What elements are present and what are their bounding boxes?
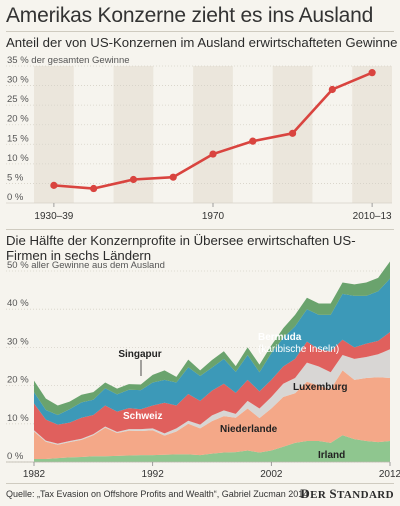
data-point bbox=[209, 150, 217, 158]
y-tick-label: 10 % bbox=[7, 153, 29, 164]
section-divider bbox=[6, 229, 394, 230]
label-bermuda-sub: (karibische Inseln) bbox=[258, 344, 339, 355]
y-tick-label: 40 % bbox=[7, 298, 29, 309]
label-niederlande: Niederlande bbox=[220, 424, 278, 435]
y-tick-label: 20 % bbox=[7, 375, 29, 386]
data-point bbox=[50, 181, 58, 189]
y-tick-label: 20 % bbox=[7, 114, 29, 125]
area-niederlande bbox=[34, 370, 390, 459]
brand-logo: DER STANDARD bbox=[300, 486, 394, 501]
y-tick-label: 30 % bbox=[7, 75, 29, 86]
label-irland: Irland bbox=[318, 450, 345, 461]
x-tick-label: 2010–13 bbox=[353, 211, 392, 222]
data-point bbox=[328, 85, 336, 94]
area-bermuda bbox=[34, 278, 390, 425]
decade-band bbox=[193, 66, 233, 203]
chart1-line-chart: 35 % der gesamten Gewinne 30 % 25 % 20 % 15 … bbox=[6, 55, 392, 222]
label-bermuda: Bermuda bbox=[258, 332, 302, 343]
label-schweiz: Schweiz bbox=[123, 411, 162, 422]
y-tick-label: 15 % bbox=[7, 133, 29, 144]
x-tick-label: 1970 bbox=[202, 211, 225, 222]
y-tick-label: 25 % bbox=[7, 94, 29, 105]
x-tick-label: 2012 bbox=[379, 469, 400, 480]
title-divider bbox=[6, 31, 394, 32]
decade-band bbox=[34, 66, 74, 203]
chart2-area-chart: 50 % aller Gewinne aus dem Ausland 40 % 30… bbox=[6, 260, 400, 480]
data-point bbox=[249, 137, 257, 145]
data-point bbox=[90, 184, 98, 193]
y-tick-label: 0 % bbox=[7, 192, 24, 203]
y-tick-label: 10 % bbox=[7, 413, 29, 424]
decade-band bbox=[352, 66, 392, 203]
y-tick-label: 0 % bbox=[7, 451, 24, 462]
y-tick-label: 35 % der gesamten Gewinne bbox=[7, 55, 130, 66]
area-irland bbox=[34, 435, 390, 462]
x-tick-label: 2002 bbox=[260, 469, 283, 480]
y-tick-label: 50 % aller Gewinne aus dem Ausland bbox=[7, 260, 165, 271]
area-luxemburg bbox=[34, 349, 390, 445]
x-tick-label: 1930–39 bbox=[34, 211, 73, 222]
area-schweiz bbox=[34, 332, 390, 444]
data-point bbox=[288, 129, 297, 137]
data-point bbox=[368, 69, 376, 77]
data-point bbox=[129, 175, 138, 184]
y-tick-label: 5 % bbox=[7, 172, 24, 183]
x-tick-label: 1992 bbox=[142, 469, 165, 480]
label-luxemburg: Luxemburg bbox=[293, 382, 347, 393]
y-tick-label: 30 % bbox=[7, 336, 29, 347]
page-title: Amerikas Konzerne zieht es ins Ausland bbox=[6, 4, 374, 27]
label-singapur: Singapur bbox=[118, 349, 161, 360]
x-tick-label: 1982 bbox=[23, 469, 46, 480]
chart1-title: Anteil der von US-Konzernen im Ausland e… bbox=[6, 35, 398, 50]
chart2-title: Die Hälfte der Konzernprofite in Übersee… bbox=[6, 233, 356, 263]
footer-divider bbox=[6, 483, 394, 484]
data-point bbox=[169, 173, 177, 181]
source-note: Quelle: „Tax Evasion on Offshore Profits… bbox=[6, 489, 309, 499]
